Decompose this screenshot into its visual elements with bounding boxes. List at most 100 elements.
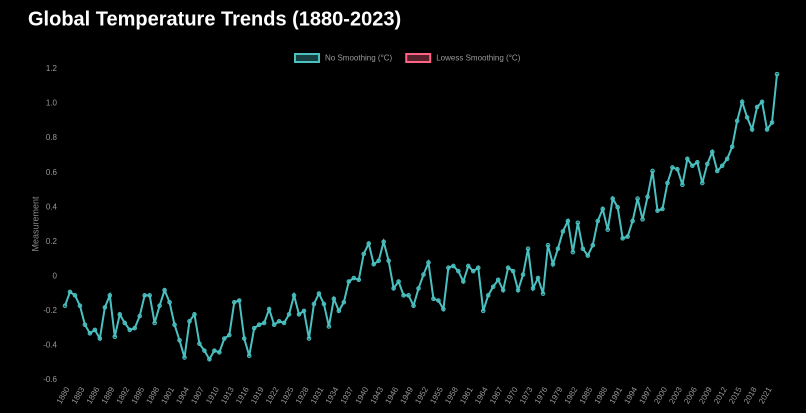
point <box>525 246 531 251</box>
point <box>261 320 267 326</box>
point <box>485 293 491 298</box>
point <box>197 341 202 347</box>
y-tick-label: 1.0 <box>46 99 58 108</box>
point <box>132 325 138 331</box>
point <box>734 118 740 124</box>
point <box>301 308 307 314</box>
point <box>560 229 566 234</box>
point <box>351 275 357 281</box>
point <box>157 303 162 309</box>
point <box>749 127 755 132</box>
point <box>580 246 586 251</box>
point <box>336 308 342 314</box>
point <box>695 160 700 165</box>
point <box>515 287 521 293</box>
point <box>505 265 511 270</box>
point <box>266 306 272 312</box>
point <box>256 322 262 328</box>
point <box>709 149 715 155</box>
point <box>480 308 486 314</box>
point <box>291 293 297 298</box>
line <box>64 74 778 362</box>
point <box>446 265 451 270</box>
point <box>640 217 645 222</box>
point <box>361 251 367 257</box>
point <box>635 196 640 201</box>
point <box>719 163 725 169</box>
point <box>540 291 546 296</box>
point <box>187 318 192 324</box>
point <box>461 279 466 284</box>
point <box>192 312 197 317</box>
point <box>296 312 302 317</box>
point <box>744 115 750 120</box>
point <box>331 296 337 302</box>
point <box>411 303 416 309</box>
point <box>401 293 406 298</box>
point <box>714 168 720 174</box>
point <box>77 303 83 309</box>
y-axis-label: Measurement <box>30 196 40 252</box>
legend-swatch <box>405 53 432 63</box>
point <box>346 279 352 284</box>
point <box>202 348 207 353</box>
point <box>724 156 730 162</box>
point <box>271 322 277 328</box>
point <box>311 301 317 307</box>
point <box>212 348 217 353</box>
point <box>306 336 312 341</box>
y-tick-label: 0.6 <box>46 168 58 177</box>
point <box>167 299 172 305</box>
point <box>162 287 167 293</box>
point <box>570 249 576 255</box>
point <box>276 318 282 324</box>
point <box>500 287 506 293</box>
point <box>585 253 591 258</box>
y-tick-label: -0.6 <box>43 375 57 384</box>
point <box>764 127 770 132</box>
point <box>112 334 118 340</box>
y-tick-label: -0.4 <box>43 341 57 350</box>
point <box>406 293 411 298</box>
point <box>177 337 182 343</box>
point <box>665 180 670 186</box>
point <box>376 258 381 264</box>
y-tick-label: 0.8 <box>46 133 58 142</box>
point <box>416 286 421 291</box>
point <box>182 355 187 360</box>
point <box>366 241 372 246</box>
point <box>241 336 247 341</box>
point <box>217 350 222 355</box>
point <box>381 239 386 245</box>
point <box>655 208 660 213</box>
point <box>759 99 765 105</box>
point <box>152 320 157 326</box>
point <box>326 324 332 329</box>
point <box>565 218 571 224</box>
point <box>231 299 237 305</box>
point <box>595 218 601 224</box>
point <box>690 163 695 169</box>
point <box>246 353 252 359</box>
legend-swatch <box>294 53 320 63</box>
point <box>396 279 401 284</box>
point <box>490 284 496 290</box>
point <box>102 305 108 310</box>
point <box>117 312 123 317</box>
point <box>466 263 471 269</box>
point <box>670 165 675 170</box>
point <box>97 336 103 341</box>
point <box>286 312 292 317</box>
point <box>137 313 142 319</box>
point <box>386 258 391 264</box>
point <box>251 325 257 331</box>
point <box>774 71 780 77</box>
legend-label: Lowess Smoothing (°C) <box>436 54 520 63</box>
point <box>530 286 536 291</box>
point <box>610 196 615 201</box>
point <box>207 356 212 362</box>
point <box>341 299 347 305</box>
point <box>321 301 327 307</box>
point <box>510 268 516 274</box>
